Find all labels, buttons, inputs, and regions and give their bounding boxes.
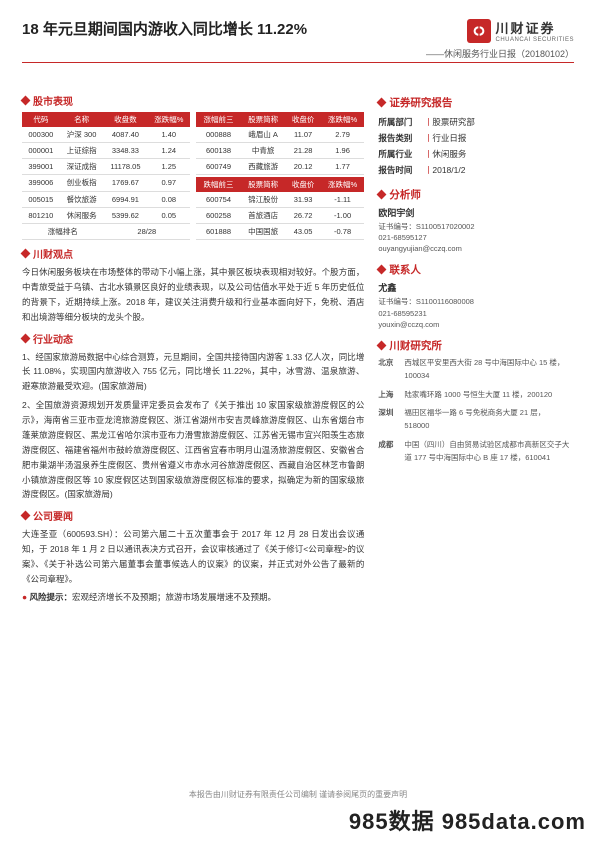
aside-inst-head: 川财研究所 xyxy=(389,338,442,353)
table-header: 股票简称 xyxy=(241,112,286,127)
diamond-icon xyxy=(21,96,31,106)
table-row: 600749西藏旅游20.121.77 xyxy=(196,159,364,175)
table-row: 399001深证成指11178.051.25 xyxy=(22,159,190,175)
dynamics-para-2: 2、全国旅游资源规划开发质量评定委员会发布了《关于推出 10 家国家级旅游度假区… xyxy=(22,398,364,502)
aside-analyst-head: 分析师 xyxy=(389,187,421,202)
diamond-icon xyxy=(21,511,31,521)
aside-contact-head: 联系人 xyxy=(389,262,421,277)
table-header: 收盘数 xyxy=(103,112,147,127)
table-header: 涨跌幅% xyxy=(147,112,190,127)
divider xyxy=(22,62,574,63)
market-table-right-bot: 跌幅前三股票简称收盘价涨跌幅%600754锦江股份31.93-1.1160025… xyxy=(196,177,364,240)
rank-value: 28/28 xyxy=(103,223,190,239)
brand-logo-icon xyxy=(467,19,491,43)
page-title: 18 年元旦期间国内游收入同比增长 11.22% xyxy=(22,18,307,39)
brand-sub: CHUANCAI SECURITIES xyxy=(495,37,574,43)
section-news: 公司要闻 xyxy=(33,508,73,523)
contact-name: 尤鑫 xyxy=(378,281,574,294)
office-entry: 深圳福田区福华一路 6 号免税商务大厦 21 层，518000 xyxy=(378,407,574,433)
table-row: 600258首旅酒店26.72-1.00 xyxy=(196,208,364,224)
table-header: 股票简称 xyxy=(241,177,286,192)
view-paragraph: 今日休闲服务板块在市场整体的带动下小幅上涨，其中景区板块表现相对较好。个股方面，… xyxy=(22,265,364,325)
table-row: 801210休闲服务5399.620.05 xyxy=(22,207,190,223)
office-entry: 成都中国（四川）自由贸易试验区成都市高新区交子大道 177 号中海国际中心 B … xyxy=(378,439,574,465)
table-header: 名称 xyxy=(60,112,104,127)
table-header: 涨跌幅% xyxy=(321,112,365,127)
dynamics-para-1: 1、经国家旅游局数据中心综合测算，元旦期间，全国共接待国内游客 1.33 亿人次… xyxy=(22,350,364,395)
analyst-line: ouyangyujian@cczq.com xyxy=(378,243,574,254)
brand-name: 川财证券 xyxy=(495,18,574,37)
diamond-icon xyxy=(21,333,31,343)
table-row: 600138中青旅21.281.96 xyxy=(196,143,364,159)
contact-line: youxin@cczq.com xyxy=(378,319,574,330)
news-paragraph: 大连圣亚（600593.SH）：公司第六届二十五次董事会于 2017 年 12 … xyxy=(22,527,364,587)
table-row: 000001上证综指3348.331.24 xyxy=(22,143,190,159)
office-entry: 北京西城区平安里西大街 28 号中海国际中心 15 楼，100034 xyxy=(378,357,574,383)
table-header: 跌幅前三 xyxy=(196,177,241,192)
table-row: 005015餐饮旅游6994.910.08 xyxy=(22,191,190,207)
diamond-icon xyxy=(377,98,387,108)
table-row: 601888中国国旅43.05-0.78 xyxy=(196,224,364,240)
kv-row: 报告时间丨2018/1/2 xyxy=(378,162,574,178)
office-entry: 上海陆家嘴环路 1000 号恒生大厦 11 楼，200120 xyxy=(378,389,574,402)
risk-line: ● 风险提示：宏观经济增长不及预期；旅游市场发展增速不及预期。 xyxy=(22,591,364,603)
section-view: 川财观点 xyxy=(33,246,73,261)
table-row: 000300沪深 3004087.401.40 xyxy=(22,127,190,143)
table-row: 399006创业板指1769.670.97 xyxy=(22,175,190,191)
analyst-line: 021-68595127 xyxy=(378,232,574,243)
table-header: 代码 xyxy=(22,112,60,127)
market-table-right-top: 涨幅前三股票简称收盘价涨跌幅%000888峨眉山 A11.072.7960013… xyxy=(196,112,364,175)
contact-line: 021-68595231 xyxy=(378,308,574,319)
aside-report-head: 证券研究报告 xyxy=(389,95,452,110)
diamond-icon xyxy=(377,189,387,199)
kv-row: 所属行业丨休闲服务 xyxy=(378,146,574,162)
table-header: 涨幅前三 xyxy=(196,112,241,127)
diamond-icon xyxy=(21,249,31,259)
section-market: 股市表现 xyxy=(33,93,73,108)
section-dynamics: 行业动态 xyxy=(33,331,73,346)
market-table-left: 代码名称收盘数涨跌幅% 000300沪深 3004087.401.4000000… xyxy=(22,112,190,240)
diamond-icon xyxy=(377,341,387,351)
table-row: 000888峨眉山 A11.072.79 xyxy=(196,127,364,143)
contact-line: 证书编号：S1100116080008 xyxy=(378,296,574,307)
subtitle: ——休闲服务行业日报（20180102） xyxy=(22,47,574,60)
kv-row: 报告类别丨行业日报 xyxy=(378,130,574,146)
analyst-line: 证书编号：S1100517020002 xyxy=(378,221,574,232)
rank-label: 涨幅排名 xyxy=(22,223,103,239)
table-row: 600754锦江股份31.93-1.11 xyxy=(196,192,364,208)
table-header: 收盘价 xyxy=(285,177,320,192)
diamond-icon xyxy=(377,265,387,275)
table-header: 收盘价 xyxy=(285,112,320,127)
kv-row: 所属部门丨股票研究部 xyxy=(378,114,574,130)
brand-block: 川财证券 CHUANCAI SECURITIES xyxy=(467,18,574,43)
analyst-name: 欧阳宇剑 xyxy=(378,206,574,219)
watermark: 985数据 985data.com xyxy=(349,804,586,836)
table-header: 涨跌幅% xyxy=(321,177,365,192)
footer-disclaimer: 本报告由川财证券有限责任公司编制 谨请参阅尾页的重要声明 xyxy=(0,789,596,800)
